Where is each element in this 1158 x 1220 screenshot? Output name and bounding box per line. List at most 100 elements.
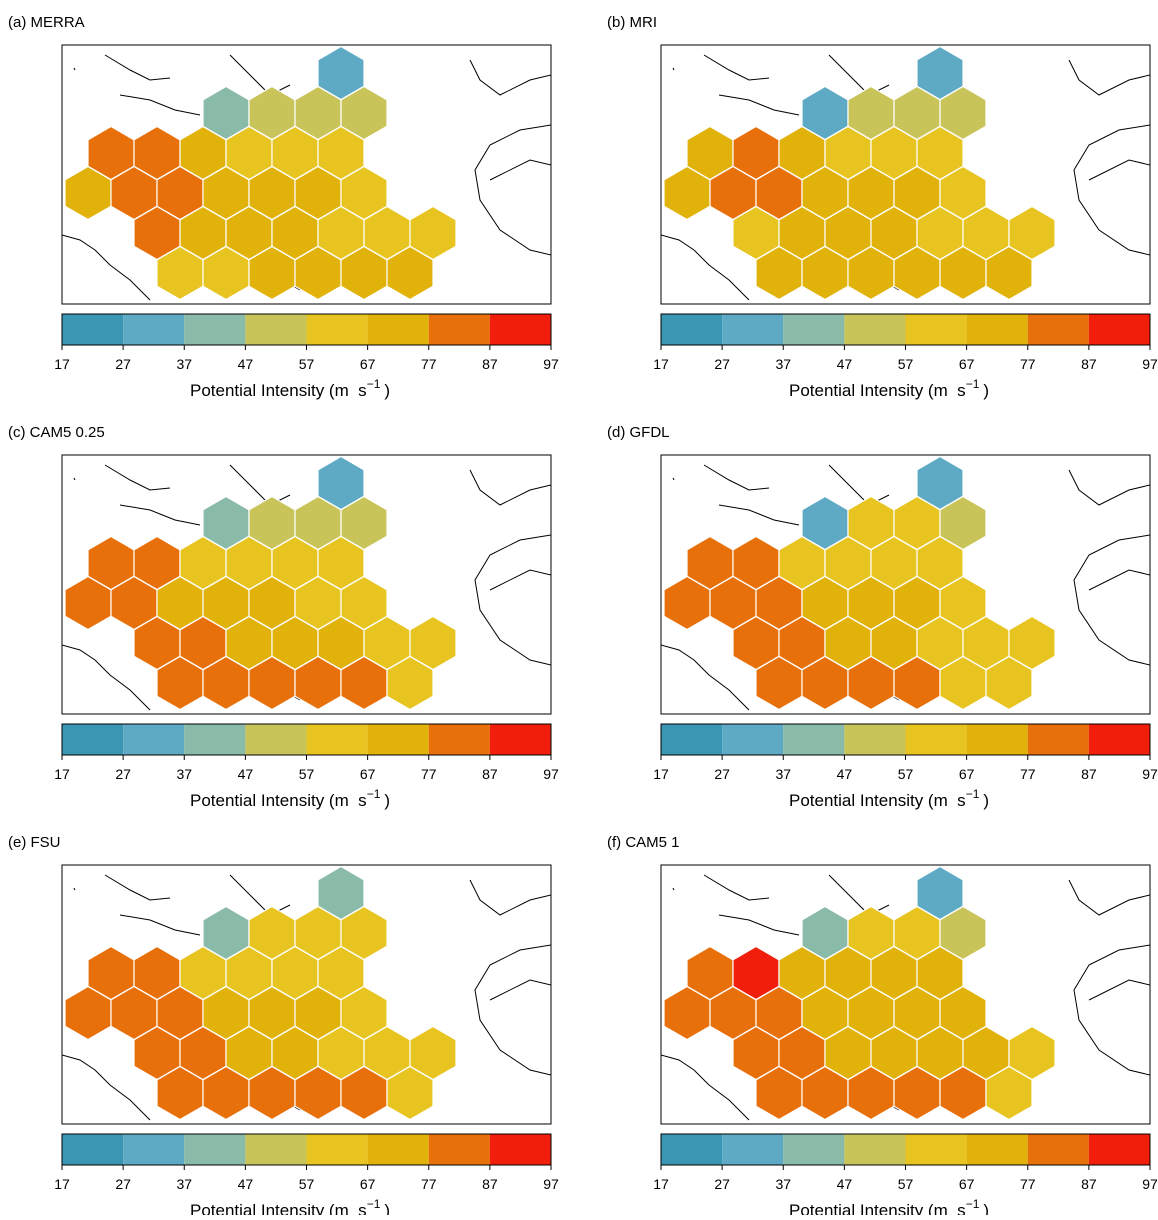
colorbar-tick-label: 87 [482, 766, 498, 782]
colorbar-bin [489, 314, 551, 345]
colorbar-bin [905, 314, 967, 345]
hex-cell [386, 245, 434, 301]
map [62, 455, 551, 711]
colorbar-bin [661, 314, 723, 345]
colorbar-bin [367, 724, 429, 755]
colorbar-bin [905, 724, 967, 755]
map-frame [61, 454, 552, 715]
colorbar-bin [62, 314, 124, 345]
colorbar-bin [1027, 314, 1089, 345]
colorbar-bin [844, 724, 906, 755]
colorbar-bin [306, 314, 368, 345]
colorbar-tick-label: 97 [543, 1176, 559, 1192]
colorbar-bin [62, 724, 124, 755]
colorbar-label: Potential Intensity (m s−1) [789, 1197, 989, 1215]
colorbar-bin [844, 1134, 906, 1165]
colorbar-tick-label: 57 [898, 766, 914, 782]
colorbar-tick-label: 47 [837, 1176, 853, 1192]
colorbar-tick-label: 77 [421, 766, 437, 782]
colorbar-tick-label: 37 [775, 356, 791, 372]
colorbar-tick-label: 57 [299, 1176, 315, 1192]
colorbar-tick-label: 97 [543, 766, 559, 782]
colorbar-bin [62, 1134, 124, 1165]
colorbar-tick-label: 37 [775, 766, 791, 782]
panel-title: (d) GFDL [607, 424, 670, 441]
colorbar-bin [489, 1134, 551, 1165]
colorbar-bin [722, 1134, 784, 1165]
colorbar-bin [367, 314, 429, 345]
hex-cell [985, 245, 1033, 301]
panel: (e) FSU 17 27 37 47 57 67 77 87 97 Potential Inten… [8, 834, 559, 1220]
label-close: ) [983, 791, 989, 810]
panel: (c) CAM5 0.25 17 27 37 47 57 67 77 87 97 Potential… [8, 424, 559, 810]
colorbar-bin [184, 1134, 246, 1165]
hex-cell [386, 655, 434, 711]
colorbar-bin [184, 314, 246, 345]
colorbar-bin [245, 724, 307, 755]
colorbar-bin [1088, 724, 1150, 755]
panel: (d) GFDL 17 27 37 47 57 67 77 87 97 Potential Inte… [607, 424, 1158, 810]
colorbar-tick-label: 97 [1142, 1176, 1158, 1192]
colorbar-label: Potential Intensity (m s−1) [190, 787, 390, 810]
colorbar-bin [783, 724, 845, 755]
label-text: Potential Intensity (m s [789, 1201, 966, 1215]
colorbar-bin [428, 1134, 490, 1165]
colorbar-tick-label: 17 [54, 356, 70, 372]
label-text: Potential Intensity (m s [789, 381, 966, 400]
colorbar-label: Potential Intensity (m s−1) [789, 787, 989, 810]
colorbar-tick-label: 67 [360, 766, 376, 782]
label-text: Potential Intensity (m s [789, 791, 966, 810]
colorbar-tick-label: 27 [115, 356, 131, 372]
colorbar-label: Potential Intensity (m s−1) [190, 377, 390, 400]
colorbar-bin [428, 314, 490, 345]
label-close: ) [384, 1201, 390, 1215]
colorbar-bin [661, 724, 723, 755]
panel-title: (e) FSU [8, 834, 61, 851]
colorbar-tick-label: 47 [238, 356, 254, 372]
colorbar-bin [661, 1134, 723, 1165]
panel-title: (a) MERRA [8, 14, 85, 31]
colorbar-bin [1088, 1134, 1150, 1165]
colorbar-tick-label: 87 [1081, 766, 1097, 782]
panel-title: (b) MRI [607, 14, 657, 31]
colorbar-tick-label: 87 [1081, 356, 1097, 372]
colorbar-bin [123, 314, 185, 345]
panel: (f) CAM5 1 17 27 37 47 57 67 77 87 97 Potential In… [607, 834, 1158, 1220]
colorbar-tick-label: 47 [238, 766, 254, 782]
colorbar-tick-label: 57 [299, 356, 315, 372]
colorbar-label: Potential Intensity (m s−1) [190, 1197, 390, 1215]
colorbar-tick-label: 17 [653, 1176, 669, 1192]
colorbar-tick-label: 17 [54, 766, 70, 782]
colorbar-bin [428, 724, 490, 755]
label-exponent: −1 [966, 377, 980, 391]
colorbar-bin [966, 724, 1028, 755]
hex-cell [985, 655, 1033, 711]
panel: (b) MRI 17 27 37 47 57 67 77 87 97 Potential Inten… [607, 14, 1158, 400]
colorbar-tick-label: 27 [714, 1176, 730, 1192]
label-exponent: −1 [966, 787, 980, 801]
colorbar-tick-label: 57 [898, 356, 914, 372]
colorbar-tick-label: 67 [360, 1176, 376, 1192]
panel: (a) MERRA 17 27 37 47 57 67 77 87 97 Potential Int… [8, 14, 559, 400]
label-exponent: −1 [367, 1197, 381, 1211]
colorbar-bin [306, 724, 368, 755]
label-close: ) [983, 1201, 989, 1215]
hex-cell [386, 1065, 434, 1121]
colorbar-bin [306, 1134, 368, 1165]
colorbar-bin [966, 1134, 1028, 1165]
colorbar-bin [123, 1134, 185, 1165]
colorbar-tick-label: 77 [1020, 1176, 1036, 1192]
colorbar-tick-label: 87 [482, 1176, 498, 1192]
colorbar-bin [722, 314, 784, 345]
label-text: Potential Intensity (m s [190, 791, 367, 810]
colorbar-tick-label: 37 [176, 766, 192, 782]
colorbar-tick-label: 77 [1020, 766, 1036, 782]
label-exponent: −1 [367, 377, 381, 391]
label-close: ) [983, 381, 989, 400]
map-frame [660, 44, 1151, 305]
label-text: Potential Intensity (m s [190, 381, 367, 400]
colorbar-tick-label: 67 [360, 356, 376, 372]
panel-title: (f) CAM5 1 [607, 834, 680, 851]
map [62, 865, 551, 1121]
